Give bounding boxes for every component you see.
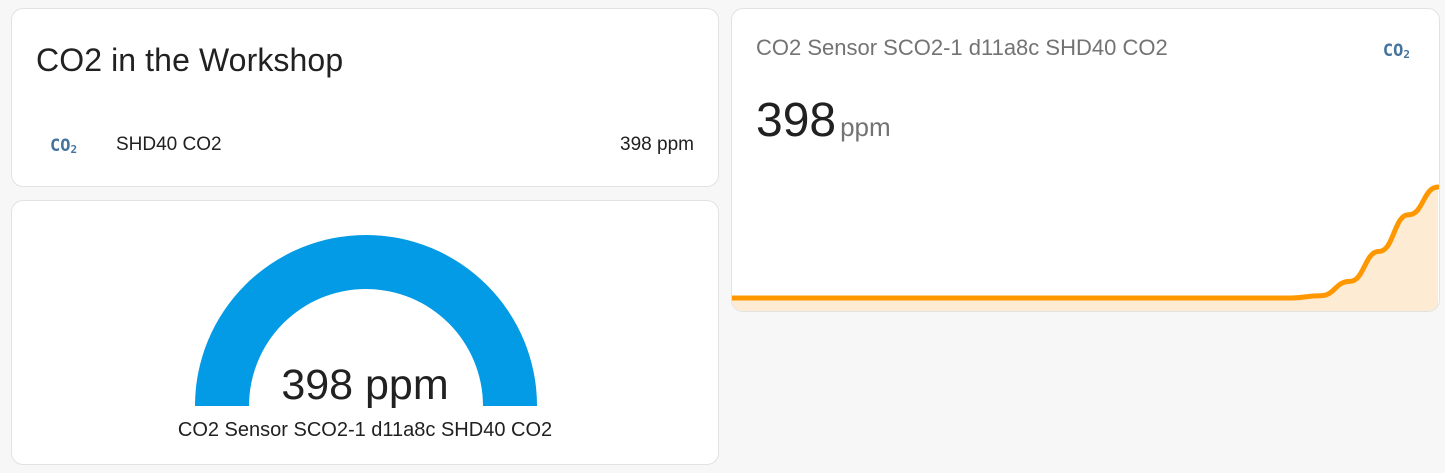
- sensor-value: 398: [756, 94, 837, 147]
- sensor-card[interactable]: CO2 Sensor SCO2-1 d11a8c SHD40 CO2 CO2 3…: [731, 8, 1440, 312]
- gauge-card[interactable]: 398 ppm CO2 Sensor SCO2-1 d11a8c SHD40 C…: [11, 200, 719, 465]
- sensor-name: CO2 Sensor SCO2-1 d11a8c SHD40 CO2: [756, 35, 1168, 60]
- gauge-fill: [195, 235, 537, 406]
- gauge-name: CO2 Sensor SCO2-1 d11a8c SHD40 CO2: [177, 419, 553, 441]
- entity-state: 398 ppm: [620, 134, 694, 155]
- entities-card: CO2 in the Workshop CO2 SHD40 CO2 398 pp…: [11, 8, 719, 187]
- entity-row-shd40-co2[interactable]: CO2 SHD40 CO2 398 ppm: [12, 119, 718, 169]
- gauge: [195, 235, 537, 406]
- entity-name: SHD40 CO2: [116, 134, 222, 155]
- sparkline-graph: [732, 184, 1439, 311]
- co2-icon: CO2: [1382, 41, 1410, 61]
- gauge-value: 398 ppm: [281, 361, 449, 409]
- co2-icon: CO2: [50, 136, 78, 156]
- sensor-unit: ppm: [840, 112, 891, 142]
- card-title: CO2 in the Workshop: [36, 42, 344, 78]
- sparkline-line: [732, 184, 1439, 301]
- sensor-reading: 398 ppm: [756, 93, 891, 148]
